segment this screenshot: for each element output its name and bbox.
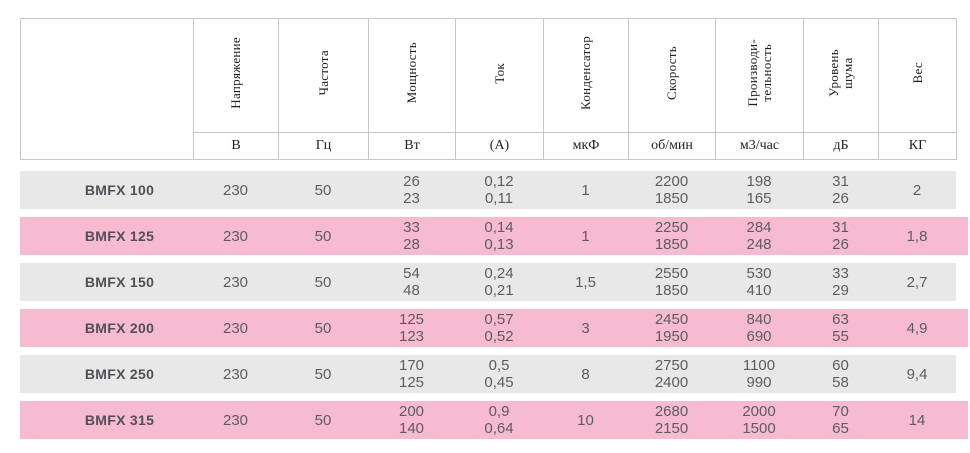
value-cell-airflow: 198 165 [746, 173, 772, 207]
column-unit-current: (А) [455, 132, 544, 160]
value-cell-power: 125 123 [398, 311, 425, 345]
column-label-frequency: Частота [315, 50, 331, 96]
value-cell-capacitor: 1 [581, 227, 590, 245]
value-cell-current: 0,14 0,13 [484, 219, 514, 253]
value-cell-speed: 2450 1950 [654, 311, 689, 345]
model-cell: BMFX 250 [84, 365, 155, 382]
value-cell-airflow: 1100 990 [742, 357, 776, 391]
table-row-bmfx-150: BMFX 150 230 50 54 48 0,24 0,21 1,5 2550… [20, 263, 956, 301]
value-cell-power: 170 125 [398, 357, 425, 391]
value-cell-weight: 4,9 [906, 319, 928, 337]
value-cell-weight: 14 [908, 411, 926, 429]
value-cell-noise: 31 26 [832, 219, 849, 253]
value-cell-voltage: 230 [222, 273, 249, 291]
value-cell-current: 0,9 0,64 [484, 403, 514, 437]
value-cell-airflow: 530 410 [746, 265, 772, 299]
table-row-bmfx-200: BMFX 200 230 50 125 123 0,57 0,52 3 2450… [20, 309, 968, 347]
value-cell-noise: 63 55 [832, 311, 849, 345]
value-cell-capacitor: 1,5 [575, 273, 596, 291]
model-cell: BMFX 315 [84, 411, 155, 428]
column-label-speed: Скорость [664, 46, 679, 100]
value-cell-voltage: 230 [222, 227, 249, 245]
column-label-capacitor: Конденсатор [578, 36, 593, 110]
column-header-power: Мощность [368, 18, 456, 133]
value-cell-voltage: 230 [222, 181, 249, 199]
column-label-noise: Уровень шума [826, 49, 855, 97]
table-row-bmfx-315: BMFX 315 230 50 200 140 0,9 0,64 10 2680… [20, 401, 968, 439]
corner-cell [20, 18, 194, 160]
column-unit-weight: КГ [878, 132, 957, 160]
column-unit-speed: об/мин [628, 132, 716, 160]
value-cell-weight: 1,8 [906, 227, 928, 245]
value-cell-capacitor: 3 [581, 319, 590, 337]
column-unit-frequency: Гц [278, 132, 369, 160]
column-unit-voltage: В [193, 132, 279, 160]
value-cell-power: 200 140 [398, 403, 425, 437]
value-cell-current: 0,12 0,11 [484, 173, 514, 207]
model-cell: BMFX 150 [84, 273, 155, 290]
model-cell: BMFX 125 [84, 227, 155, 244]
value-cell-weight: 2 [912, 181, 922, 199]
value-cell-speed: 2200 1850 [654, 173, 689, 207]
column-header-current: Ток [455, 18, 544, 133]
value-cell-capacitor: 10 [577, 411, 594, 429]
value-cell-speed: 2550 1850 [654, 265, 689, 299]
column-unit-capacitor: мкФ [543, 132, 629, 160]
value-cell-power: 54 48 [403, 265, 420, 299]
model-cell: BMFX 100 [84, 181, 155, 198]
column-label-voltage: Напряжение [228, 37, 243, 109]
column-label-current: Ток [491, 62, 507, 84]
value-cell-speed: 2680 2150 [654, 403, 689, 437]
value-cell-frequency: 50 [314, 227, 332, 245]
column-header-capacitor: Конденсатор [543, 18, 629, 133]
value-cell-voltage: 230 [222, 319, 249, 337]
table-row-bmfx-125: BMFX 125 230 50 33 28 0,14 0,13 1 2250 1… [20, 217, 968, 255]
value-cell-noise: 31 26 [832, 173, 849, 207]
header-units-row: В Гц Вт (А) мкФ об/мин м3/час дБ КГ [21, 132, 957, 160]
spec-header-table: Напряжение Частота Мощность Ток Конденса… [20, 18, 957, 160]
value-cell-voltage: 230 [222, 365, 249, 383]
column-unit-power: Вт [368, 132, 456, 160]
value-cell-speed: 2250 1850 [654, 219, 689, 253]
data-rows: BMFX 100 230 50 26 23 0,12 0,11 1 2200 1… [20, 171, 968, 447]
column-header-airflow: Производи- тельность [715, 18, 804, 133]
value-cell-frequency: 50 [314, 411, 332, 429]
value-cell-airflow: 840 690 [746, 311, 772, 345]
column-header-noise: Уровень шума [803, 18, 879, 133]
value-cell-noise: 70 65 [832, 403, 849, 437]
column-label-airflow: Производи- тельность [744, 39, 774, 107]
value-cell-weight: 9,4 [906, 365, 928, 383]
value-cell-weight: 2,7 [906, 273, 928, 291]
header-labels-row: Напряжение Частота Мощность Ток Конденса… [20, 18, 957, 160]
value-cell-capacitor: 8 [581, 365, 590, 383]
value-cell-frequency: 50 [314, 181, 332, 199]
value-cell-current: 0,57 0,52 [484, 311, 514, 345]
value-cell-noise: 33 29 [832, 265, 849, 299]
value-cell-power: 26 23 [403, 173, 420, 207]
column-unit-airflow: м3/час [715, 132, 804, 160]
column-label-power: Мощность [404, 42, 419, 104]
column-label-weight: Вес [909, 62, 925, 84]
value-cell-airflow: 284 248 [746, 219, 772, 253]
value-cell-frequency: 50 [314, 273, 332, 291]
column-header-voltage: Напряжение [193, 18, 279, 133]
value-cell-capacitor: 1 [581, 181, 590, 199]
value-cell-voltage: 230 [222, 411, 249, 429]
value-cell-airflow: 2000 1500 [742, 403, 776, 437]
table-row-bmfx-250: BMFX 250 230 50 170 125 0,5 0,45 8 2750 … [20, 355, 956, 393]
column-header-speed: Скорость [628, 18, 716, 133]
model-cell: BMFX 200 [84, 319, 155, 336]
value-cell-frequency: 50 [314, 319, 332, 337]
value-cell-noise: 60 58 [832, 357, 849, 391]
value-cell-power: 33 28 [403, 219, 420, 253]
column-header-frequency: Частота [278, 18, 369, 133]
column-header-weight: Вес [878, 18, 957, 133]
value-cell-current: 0,5 0,45 [484, 357, 514, 391]
column-unit-noise: дБ [803, 132, 879, 160]
table-row-bmfx-100: BMFX 100 230 50 26 23 0,12 0,11 1 2200 1… [20, 171, 956, 209]
value-cell-speed: 2750 2400 [654, 357, 689, 391]
value-cell-frequency: 50 [314, 365, 332, 383]
value-cell-current: 0,24 0,21 [484, 265, 514, 299]
